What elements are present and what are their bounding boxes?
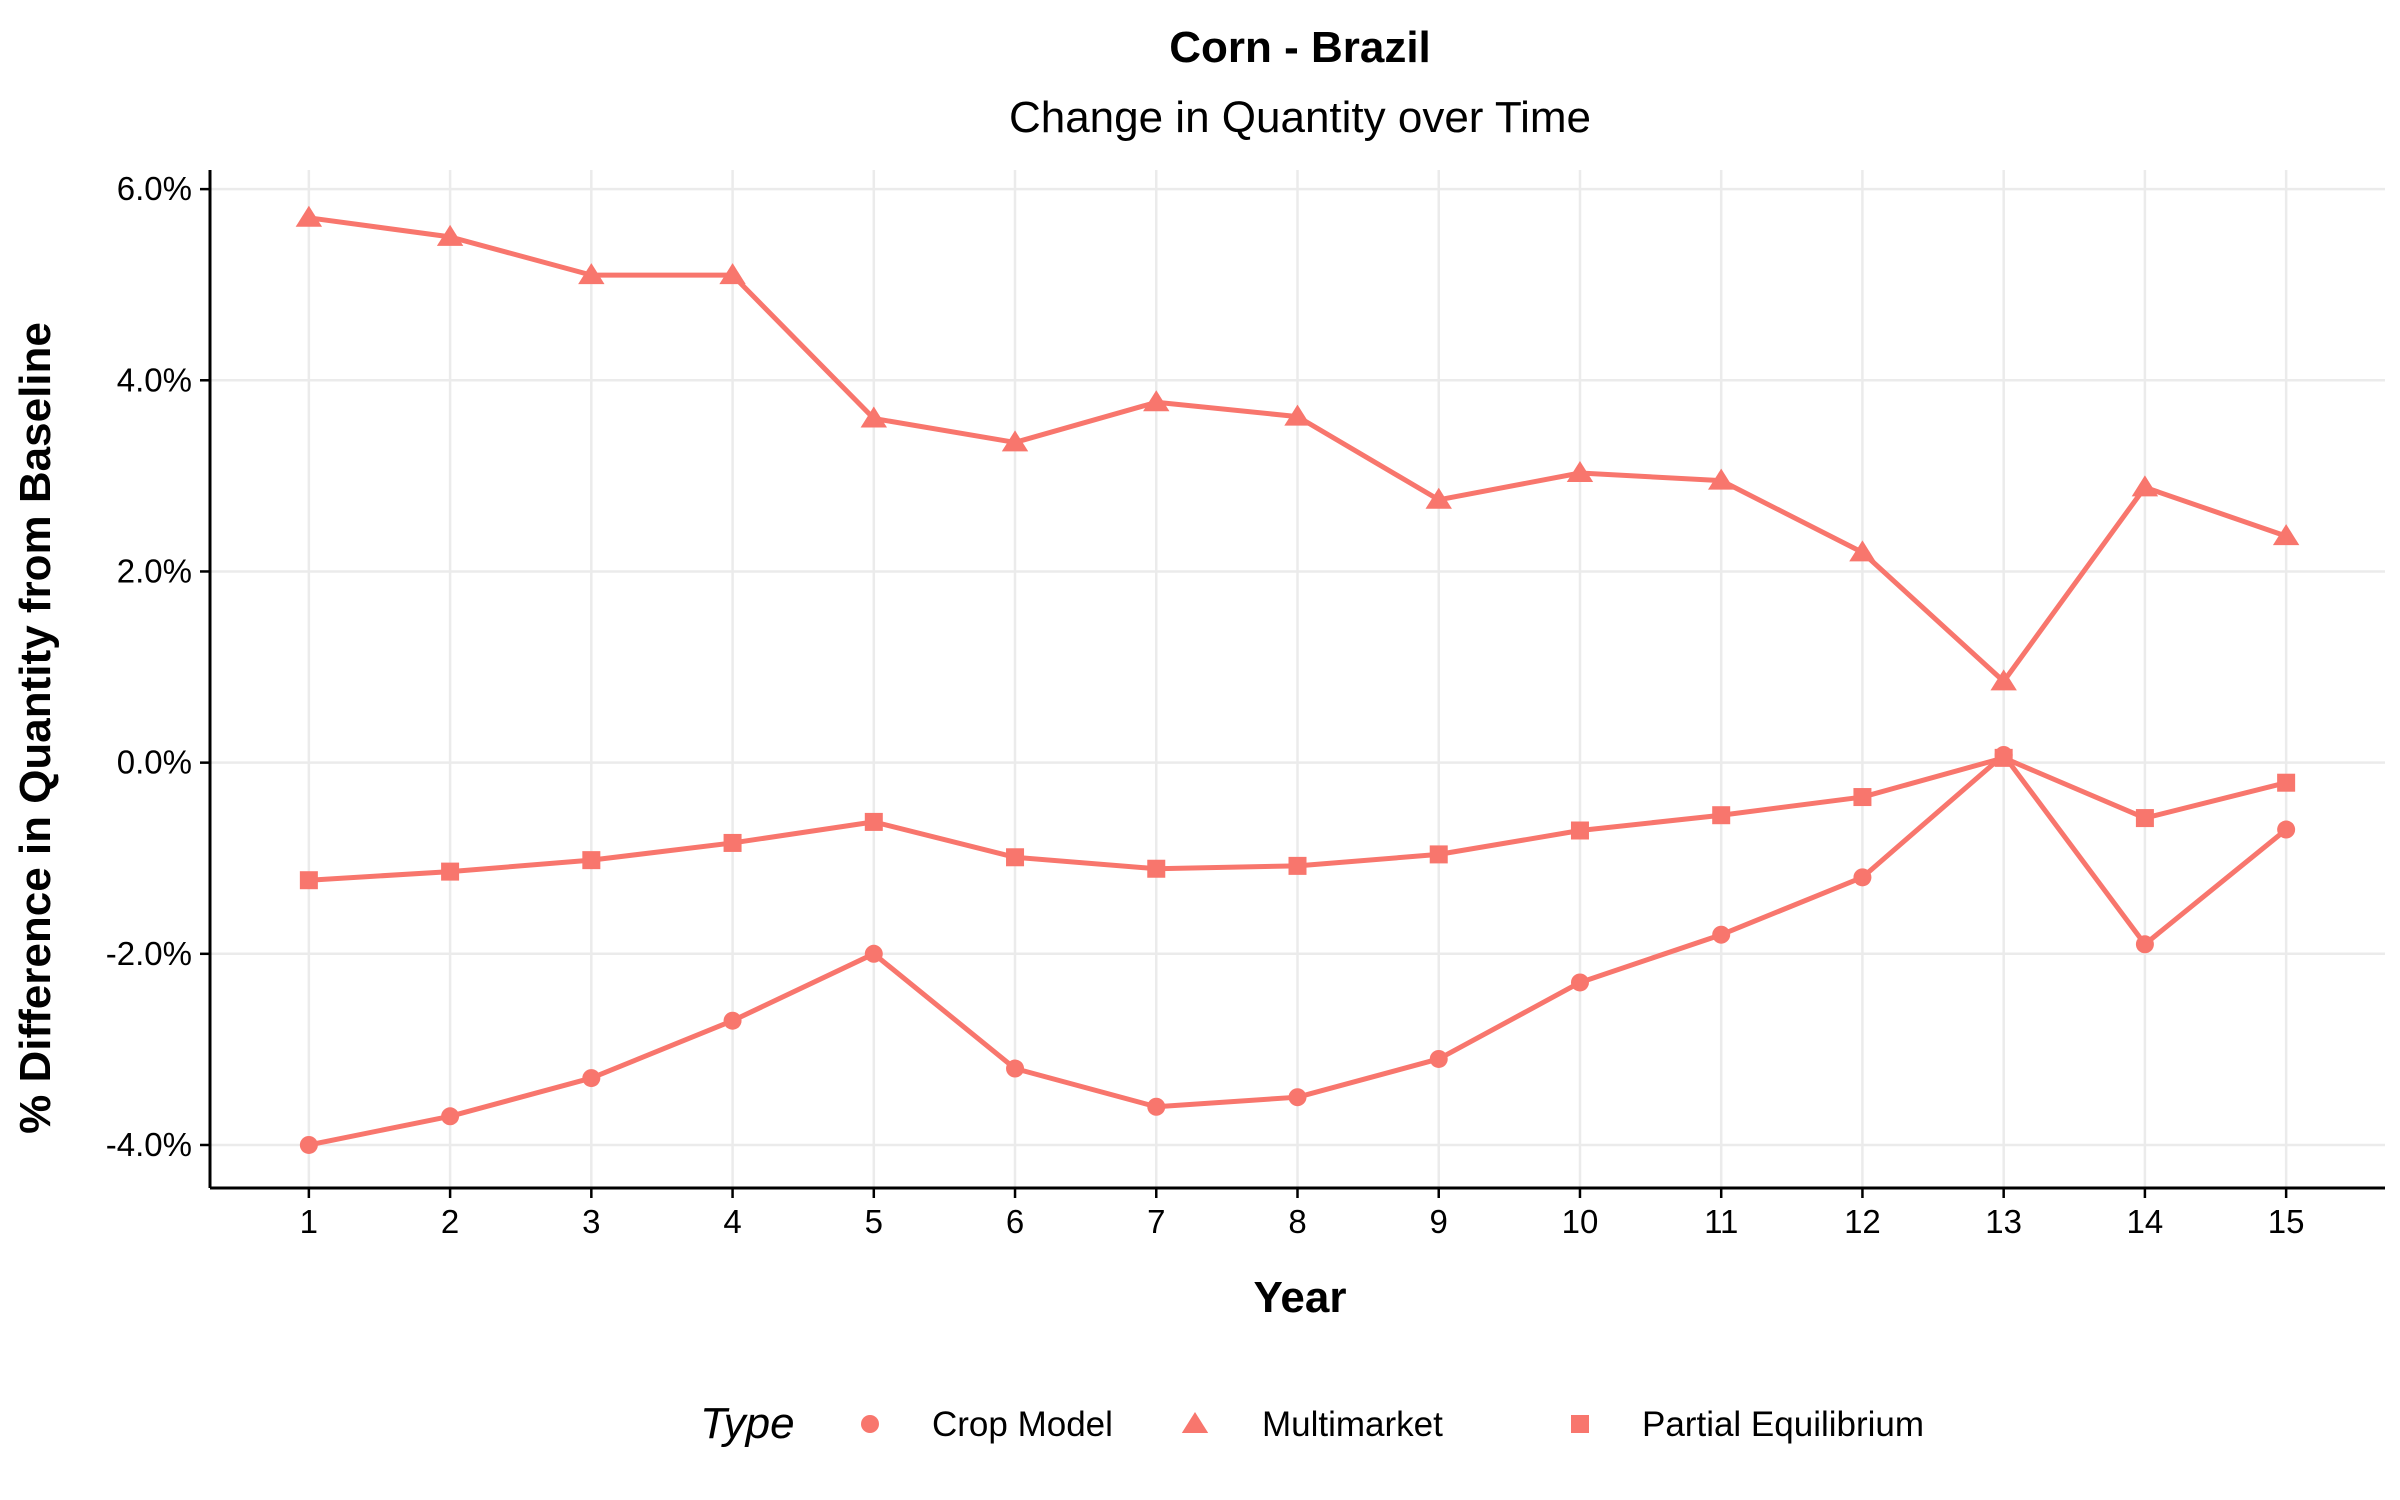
data-point-partial-equilibrium [864, 812, 883, 831]
x-tick-label: 13 [1985, 1203, 2022, 1240]
data-point-multimarket [1143, 390, 1170, 412]
legend-title: Type [700, 1399, 795, 1448]
legend-key-crop-model [861, 1415, 879, 1433]
legend-key-partial-equilibrium [1571, 1415, 1589, 1433]
data-point-crop-model [1429, 1049, 1448, 1068]
legend-label: Partial Equilibrium [1642, 1405, 1924, 1444]
data-point-partial-equilibrium [299, 871, 318, 890]
y-tick-label: 6.0% [117, 170, 192, 207]
data-point-partial-equilibrium [1288, 856, 1307, 875]
series-multimarket [295, 205, 2300, 691]
x-tick-label: 7 [1147, 1203, 1165, 1240]
data-point-partial-equilibrium [2135, 809, 2154, 828]
chart-subtitle: Change in Quantity over Time [1009, 93, 1591, 142]
data-point-crop-model [582, 1069, 601, 1088]
data-point-multimarket [2131, 475, 2159, 497]
y-tick-label: -4.0% [106, 1126, 192, 1163]
y-tick-label: 0.0% [117, 744, 192, 781]
data-point-crop-model [2135, 935, 2154, 954]
data-point-crop-model [864, 944, 883, 963]
data-point-multimarket [1708, 468, 1735, 490]
x-tick-label: 11 [1704, 1203, 1738, 1240]
data-point-crop-model [723, 1011, 742, 1030]
data-point-multimarket [436, 224, 464, 246]
data-point-multimarket [1849, 540, 1876, 562]
y-tick-label: 4.0% [117, 361, 192, 398]
x-tick-label: 14 [2127, 1203, 2164, 1240]
data-point-partial-equilibrium [441, 862, 460, 881]
data-point-crop-model [1147, 1097, 1166, 1116]
x-tick-label: 12 [1844, 1203, 1881, 1240]
legend-item-partial-equilibrium: Partial Equilibrium [1571, 1405, 1924, 1444]
x-tick-label: 5 [865, 1203, 883, 1240]
data-point-crop-model [1288, 1088, 1307, 1107]
y-axis-title: % Difference in Quantity from Baseline [11, 322, 60, 1134]
data-point-multimarket [719, 263, 746, 285]
x-tick-label: 4 [723, 1203, 741, 1240]
x-axis-title: Year [1254, 1273, 1347, 1322]
x-tick-label: 3 [582, 1203, 600, 1240]
legend-key-multimarket [1181, 1412, 1209, 1433]
data-point-multimarket [860, 406, 887, 428]
data-point-crop-model [1570, 973, 1589, 992]
x-tick-label: 6 [1006, 1203, 1024, 1240]
legend-label: Multimarket [1262, 1405, 1443, 1444]
data-point-partial-equilibrium [1712, 806, 1731, 825]
data-point-partial-equilibrium [2277, 773, 2296, 792]
data-point-multimarket [1566, 461, 1594, 483]
legend-item-multimarket: Multimarket [1181, 1405, 1443, 1444]
data-point-multimarket [295, 205, 323, 227]
data-point-multimarket [1284, 404, 1311, 426]
data-point-partial-equilibrium [1006, 848, 1025, 867]
data-point-partial-equilibrium [582, 851, 601, 870]
series-crop-model [299, 745, 2296, 1154]
data-point-crop-model [1006, 1059, 1025, 1078]
data-point-partial-equilibrium [1853, 788, 1872, 807]
data-point-partial-equilibrium [1429, 845, 1448, 864]
data-point-crop-model [299, 1135, 318, 1154]
x-axis-ticks: 1 2 3 4 5 6 7 8 9 10 11 12 13 14 15 [300, 1188, 2305, 1240]
data-point-multimarket [2272, 524, 2300, 546]
data-point-crop-model [1853, 868, 1872, 887]
y-tick-label: -2.0% [106, 935, 192, 972]
x-tick-label: 8 [1288, 1203, 1306, 1240]
legend-item-crop-model: Crop Model [861, 1405, 1113, 1444]
grid-lines [210, 170, 2385, 1188]
x-tick-label: 1 [300, 1203, 318, 1240]
data-point-crop-model [441, 1107, 460, 1126]
legend-items: Crop Model Multimarket Partial Equilibrium [861, 1405, 1924, 1444]
y-axis-ticks: -4.0% -2.0% 0.0% 2.0% 4.0% 6.0% [106, 170, 210, 1163]
chart-title: Corn - Brazil [1169, 23, 1431, 72]
data-point-multimarket [1425, 487, 1452, 509]
series-partial-equilibrium [299, 748, 2296, 890]
data-point-partial-equilibrium [1570, 821, 1589, 840]
data-point-partial-equilibrium [723, 833, 742, 852]
x-tick-label: 15 [2268, 1203, 2305, 1240]
data-point-crop-model [2277, 820, 2296, 839]
data-point-partial-equilibrium [1994, 748, 2013, 767]
x-tick-label: 2 [441, 1203, 459, 1240]
legend: Type Crop Model Multimarket Partial Equili… [700, 1399, 1924, 1448]
legend-label: Crop Model [932, 1405, 1113, 1444]
data-point-multimarket [578, 263, 605, 285]
data-point-multimarket [1001, 430, 1029, 452]
x-tick-label: 10 [1562, 1203, 1599, 1240]
x-tick-label: 9 [1430, 1203, 1448, 1240]
y-tick-label: 2.0% [117, 552, 192, 589]
data-point-partial-equilibrium [1147, 859, 1166, 878]
data-point-crop-model [1712, 925, 1731, 944]
series-group [295, 205, 2300, 1154]
data-point-multimarket [1990, 669, 2017, 691]
